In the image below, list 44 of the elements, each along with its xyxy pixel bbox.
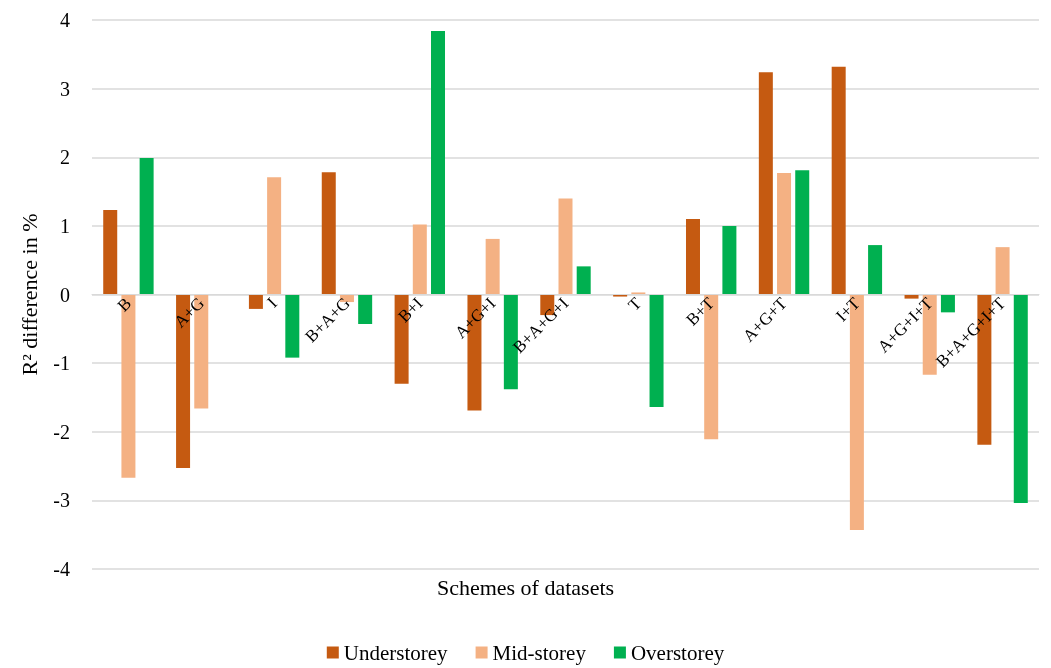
bar — [795, 170, 810, 295]
legend-label: Mid-storey — [492, 640, 587, 665]
x-tick-label: B+I — [394, 293, 427, 327]
x-tick-label: I+T — [832, 293, 865, 326]
bar — [285, 294, 300, 358]
bar — [431, 30, 446, 295]
bar — [722, 225, 737, 295]
bar — [576, 266, 591, 295]
bar — [831, 66, 846, 295]
bar — [248, 294, 263, 309]
y-axis-title: R² difference in % — [16, 213, 42, 376]
bar — [1013, 294, 1028, 504]
y-tick-label: -3 — [53, 489, 70, 512]
bar — [868, 245, 883, 295]
bar — [412, 224, 427, 295]
bar — [995, 247, 1010, 295]
y-tick-label: 3 — [60, 77, 70, 100]
bar — [321, 172, 336, 295]
y-tick-label: -4 — [53, 558, 70, 580]
y-tick-label: -1 — [53, 352, 70, 375]
bar — [649, 294, 664, 408]
y-tick-label: -2 — [53, 420, 70, 443]
y-tick-label: 0 — [60, 283, 70, 306]
bar — [558, 198, 573, 295]
bar — [904, 294, 919, 299]
bar — [485, 238, 500, 295]
bar — [267, 177, 282, 295]
x-tick-label: I — [263, 293, 282, 312]
y-tick-label: 1 — [60, 214, 70, 237]
legend-label: Understorey — [343, 640, 449, 665]
bar — [758, 72, 773, 295]
y-tick-label: 4 — [60, 9, 70, 31]
legend-label: Overstorey — [630, 640, 725, 665]
bar — [613, 294, 628, 297]
x-axis-title: Schemes of datasets — [436, 574, 615, 600]
bar — [358, 294, 373, 325]
x-tick-label: B — [113, 293, 136, 316]
y-tick-label: 2 — [60, 146, 70, 169]
x-tick-label: T — [624, 293, 646, 315]
bar — [103, 210, 118, 295]
bar — [631, 292, 646, 295]
bar — [139, 157, 154, 295]
bar — [777, 173, 792, 295]
bar — [685, 219, 700, 295]
